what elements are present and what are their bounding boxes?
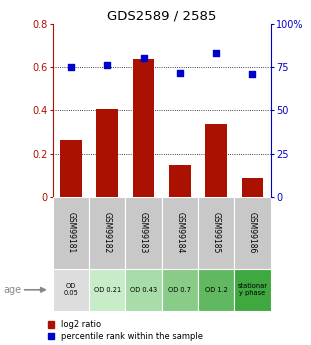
Point (105, 62, 110, 68)
Bar (234, 197, 271, 269)
Point (177, 71, 182, 76)
Bar (89, 197, 125, 269)
Text: GSM99185: GSM99185 (212, 212, 220, 254)
Bar (169, 165, 191, 197)
Bar (60, 139, 82, 197)
Point (141, 55, 146, 60)
Bar (125, 197, 162, 269)
Bar (133, 59, 155, 197)
Bar (234, 269, 271, 310)
Bar (125, 269, 162, 310)
Bar (162, 197, 198, 269)
Text: GSM99182: GSM99182 (103, 212, 112, 254)
Text: age: age (3, 285, 21, 295)
Title: GDS2589 / 2585: GDS2589 / 2585 (107, 10, 216, 23)
Point (68, 65, 73, 70)
Text: GSM99186: GSM99186 (248, 212, 257, 254)
Bar (198, 269, 234, 310)
Bar (242, 178, 263, 197)
Text: stationar
y phase: stationar y phase (237, 283, 267, 296)
Text: OD 0.21: OD 0.21 (94, 287, 121, 293)
Bar (96, 109, 118, 197)
Text: GSM99181: GSM99181 (67, 212, 76, 254)
Text: OD 0.43: OD 0.43 (130, 287, 157, 293)
Text: GSM99183: GSM99183 (139, 212, 148, 254)
Bar (53, 197, 89, 269)
Bar (198, 197, 234, 269)
Legend: log2 ratio, percentile rank within the sample: log2 ratio, percentile rank within the s… (48, 321, 203, 341)
Point (250, 71, 255, 77)
Text: GSM99184: GSM99184 (175, 212, 184, 254)
Point (214, 50, 219, 56)
Bar (205, 125, 227, 197)
Text: OD 1.2: OD 1.2 (205, 287, 228, 293)
Bar (89, 269, 125, 310)
Bar (162, 269, 198, 310)
Text: OD 0.7: OD 0.7 (168, 287, 191, 293)
Bar (53, 269, 89, 310)
Text: OD
0.05: OD 0.05 (63, 283, 78, 296)
